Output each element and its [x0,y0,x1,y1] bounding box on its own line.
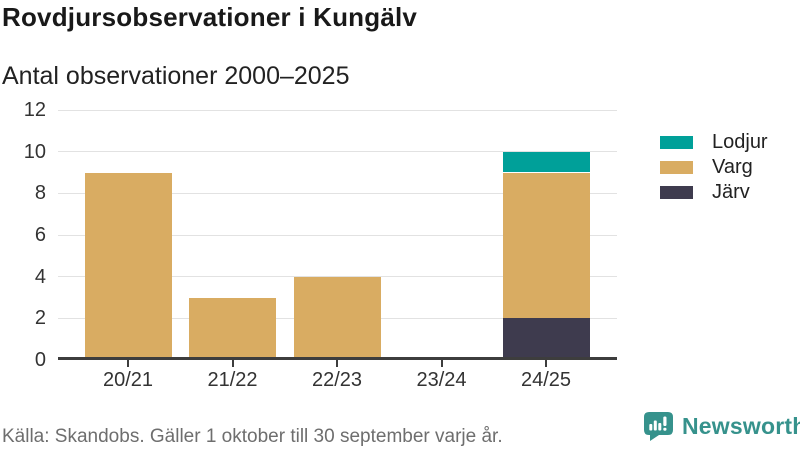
legend-swatch [660,160,693,174]
y-axis-label: 10 [23,140,46,163]
axis-tick [127,360,129,367]
legend-item-järv: Järv [660,180,768,203]
legend-swatch [660,135,693,149]
newsworthy-wordmark: Newsworthy [682,412,800,439]
x-axis-label: 22/23 [311,369,363,391]
x-axis-label: 23/24 [416,369,467,391]
bar-segment-lodjur [502,151,590,173]
gridline [58,192,617,194]
legend-item-lodjur: Lodjur [660,130,768,153]
y-axis-label: 2 [34,307,46,330]
bar-segment-järv [502,318,590,360]
legend-swatch [660,185,693,199]
axis-tick [440,360,443,367]
x-axis-label: 20/21 [102,369,154,391]
source-note: Källa: Skandobs. Gäller 1 oktober till 3… [2,426,503,447]
chart-legend: Lodjur Varg Järv [660,130,768,207]
newsworthy-logo: Newsworthy [643,411,800,441]
y-axis-label: 0 [34,349,46,371]
axis-tick [336,360,338,367]
bar-segment-varg [502,172,590,319]
gridline [58,151,617,153]
x-axis-label: 24/25 [520,369,572,391]
axis-tick [231,360,234,367]
legend-label: Varg [712,155,753,178]
x-axis-label: 21/22 [207,369,258,391]
legend-label: Lodjur [712,130,768,153]
newsworthy-icon [644,412,673,441]
gridline [58,109,617,111]
y-axis-label: 6 [34,224,46,246]
page-title: Rovdjursobservationer i Kungälv [2,2,418,32]
gridline [58,234,617,236]
legend-item-varg: Varg [660,155,768,178]
y-axis-label: 12 [23,99,46,121]
axis-tick [545,360,547,367]
bar-segment-varg [293,276,381,360]
legend-label: Järv [712,180,750,203]
x-axis-line [58,357,617,360]
bar-segment-varg [189,297,276,360]
y-axis-label: 4 [34,265,46,288]
bar-segment-varg [84,172,172,360]
y-axis-label: 8 [34,182,46,205]
chart-subtitle: Antal observationer 2000–2025 [2,62,350,90]
